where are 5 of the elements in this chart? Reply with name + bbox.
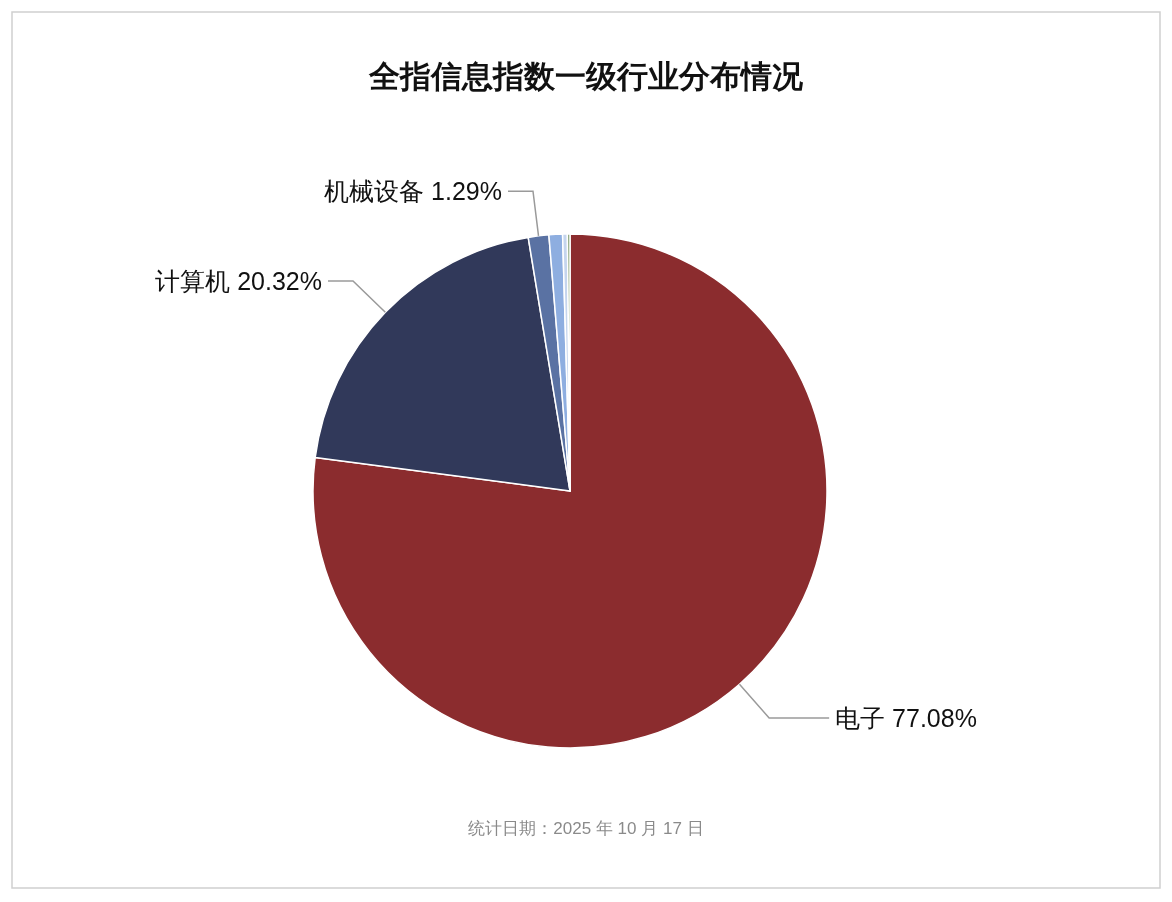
slice-label: 机械设备 1.29% bbox=[324, 177, 502, 206]
slice-label: 计算机 20.32% bbox=[155, 266, 322, 295]
chart-title: 全指信息指数一级行业分布情况 bbox=[368, 59, 804, 94]
slice-label: 电子 77.08% bbox=[835, 704, 977, 733]
text: 统计日期：2025 年 10 月 17 日 bbox=[468, 819, 704, 838]
